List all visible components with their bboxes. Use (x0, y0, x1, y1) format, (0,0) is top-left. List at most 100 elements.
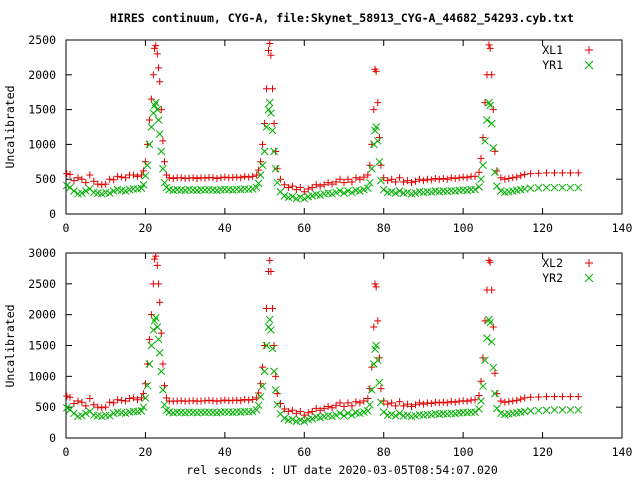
bottom-xl2-point (408, 403, 416, 411)
bottom-xl2-point (332, 401, 340, 409)
top-x-tick-label: 100 (453, 221, 474, 235)
top-xl1-point (70, 177, 78, 185)
bottom-xl2-point (147, 311, 155, 319)
top-xl1-point (137, 171, 145, 179)
bottom-yr2-point (105, 411, 114, 420)
top-yr1-point (157, 147, 166, 156)
top-xl1-point (272, 147, 280, 155)
top-yr1-point (574, 183, 583, 192)
top-yr1-point (481, 137, 489, 145)
top-xl1-point (106, 175, 114, 183)
bottom-xl2-point (304, 409, 312, 417)
top-xl1-point (400, 178, 408, 186)
top-xl1-point (217, 174, 225, 182)
bottom-yr2-point (262, 341, 271, 350)
top-yr1-point (105, 189, 114, 197)
bottom-xl2-point (320, 404, 328, 412)
top-xl1-point (149, 71, 157, 79)
bottom-xl2-point (284, 407, 292, 415)
top-xl1-point (102, 180, 110, 188)
bottom-xl2-point (86, 395, 94, 403)
top-x-tick-label: 20 (138, 221, 152, 235)
bottom-xl2-point (372, 283, 380, 291)
bottom-xl2-point (501, 398, 509, 406)
bottom-xl2-point (137, 394, 145, 402)
top-yr1-point (377, 176, 385, 185)
top-xl1-point (459, 173, 467, 181)
bottom-xl2-point (497, 397, 505, 405)
top-xl1-point (320, 181, 328, 189)
top-yr1-point (550, 183, 559, 192)
bottom-yr2-point (550, 406, 559, 414)
bottom-xl2-point (550, 393, 558, 401)
top-yr1-point (82, 187, 90, 195)
top-xl1-point (408, 179, 416, 187)
bottom-yr2-point (344, 409, 352, 418)
bottom-xl2-point (66, 393, 74, 401)
top-xl1-point (356, 175, 364, 183)
top-xl1-point (364, 171, 372, 179)
top-xl1-point (133, 172, 141, 180)
bottom-xl2-point (328, 404, 336, 412)
top-xl1-point (261, 120, 269, 128)
top-xl1-point (423, 175, 431, 183)
bottom-xl2-point (74, 397, 82, 405)
top-yr1-point (271, 164, 280, 173)
top-xl1-point (159, 137, 167, 145)
bottom-xl2-point (344, 399, 352, 407)
bottom-xl2-point (114, 396, 122, 404)
bottom-yr2-point (395, 409, 404, 418)
bottom-legend-label-xl2: XL2 (542, 256, 563, 270)
top-xl1-point (392, 178, 400, 186)
bottom-yr2-point (252, 406, 261, 414)
top-yr1-point (534, 184, 543, 192)
bottom-xl2-point (352, 398, 360, 406)
top-xl1-point (340, 179, 348, 187)
top-xl1-point (479, 133, 487, 141)
bottom-yr2-point (375, 378, 384, 387)
top-xl1-point (157, 106, 165, 114)
top-yr1-point (143, 161, 152, 170)
bottom-yr2-point (372, 341, 381, 350)
bottom-xl2-point (451, 398, 459, 406)
bottom-yr2-point (491, 389, 499, 398)
bottom-legend-marker-yr2 (584, 273, 594, 283)
top-xl1-point (443, 175, 451, 183)
top-yr1-point (268, 126, 277, 135)
top-legend-marker-yr1 (584, 60, 594, 70)
bottom-xl2-point (296, 407, 304, 415)
top-xl1-point (156, 78, 164, 86)
bottom-xl2-point (237, 397, 245, 405)
top-yr1-point (252, 183, 261, 192)
bottom-xl2-point (392, 402, 400, 410)
top-legend-marker-xl1 (585, 46, 593, 54)
top-yr1-point (340, 189, 348, 197)
bottom-yr2-point (477, 397, 485, 405)
bottom-x-tick-label: 0 (63, 445, 70, 459)
top-xl1-point (384, 177, 392, 185)
bottom-xl2-point (209, 397, 217, 405)
top-xl1-point (312, 181, 320, 189)
bottom-xl2-point (489, 323, 497, 331)
bottom-xl2-point (509, 397, 517, 405)
bottom-yr2-point (147, 341, 156, 350)
bottom-xl2-point (471, 396, 479, 404)
bottom-xl2-point (157, 329, 165, 337)
top-xl1-point (488, 71, 496, 79)
top-y-tick-label: 1500 (28, 103, 56, 117)
top-xl1-point (221, 173, 229, 181)
bottom-xl2-point (505, 398, 513, 406)
top-xl1-point (266, 39, 274, 47)
top-y-tick-label: 2000 (28, 68, 56, 82)
top-yr1-point (147, 123, 156, 131)
top-xl1-point (497, 174, 505, 182)
bottom-xl2-point (126, 395, 134, 403)
top-x-tick-label: 0 (63, 221, 70, 235)
top-xl1-point (177, 174, 185, 182)
bottom-yr2-point (288, 415, 297, 424)
bottom-xl2-point (486, 258, 494, 266)
top-yr1-point (477, 175, 485, 184)
bottom-x-tick-label: 140 (612, 445, 633, 459)
bottom-y-tick-label: 1000 (28, 369, 56, 383)
top-xl1-point (451, 175, 459, 183)
